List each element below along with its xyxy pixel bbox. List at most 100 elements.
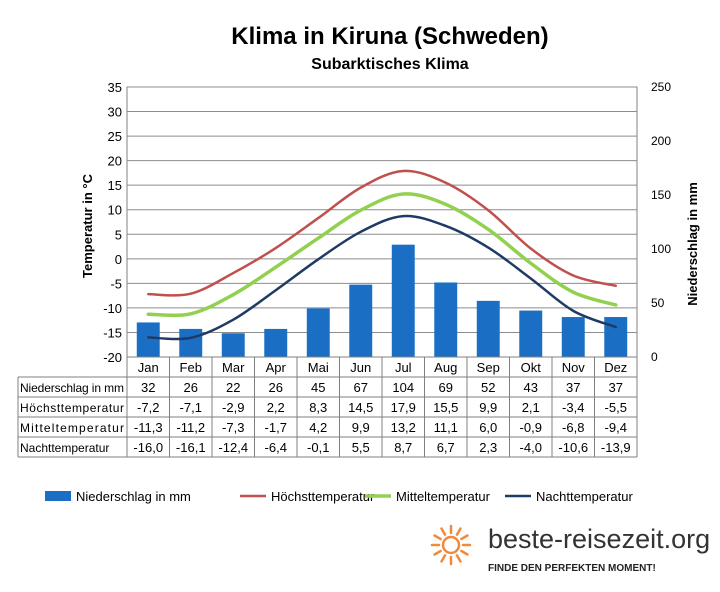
table-cell: 67 [354,380,368,395]
category-label: Mar [222,360,245,375]
table-cell: 26 [184,380,198,395]
table-cell: 2,2 [267,400,285,415]
table-cell: 104 [392,380,414,395]
left-tick-label: 30 [108,105,122,120]
table-cell: -7,3 [222,420,244,435]
category-label: Jun [350,360,371,375]
left-tick-label: 25 [108,129,122,144]
category-label: Jan [138,360,159,375]
table-cell: 69 [439,380,453,395]
table-cell: 15,5 [433,400,458,415]
left-tick-label: 10 [108,203,122,218]
left-tick-label: 0 [115,252,122,267]
bar-mai [306,308,330,357]
left-tick-label: -5 [110,276,122,291]
right-tick-label: 100 [651,242,671,256]
category-label: Apr [266,360,287,375]
legend-label: Mitteltemperatur [396,489,491,504]
bar-aug [434,282,458,357]
category-label: Nov [562,360,586,375]
category-label: Feb [180,360,202,375]
table-cell: -6,4 [265,440,287,455]
bar-nov [561,317,585,357]
table-cell: -5,5 [605,400,627,415]
legend-swatch [45,491,71,501]
table-cell: -7,2 [137,400,159,415]
table-cell: 43 [524,380,538,395]
logo: beste-reisezeit.org FINDE DEN PERFEKTEN … [430,524,710,574]
bar-jul [391,244,415,357]
logo-slogan: FINDE DEN PERFEKTEN MOMENT! [488,563,656,574]
table-cell: 52 [481,380,495,395]
table-cell: 8,7 [394,440,412,455]
table-cell: -0,9 [520,420,542,435]
table-cell: 45 [311,380,325,395]
bar-apr [264,328,288,357]
legend-label: Nachttemperatur [536,489,633,504]
right-tick-label: 150 [651,188,671,202]
table-cell: 22 [226,380,240,395]
bar-feb [179,328,203,357]
table-cell: 6,7 [437,440,455,455]
sun-icon [430,524,472,566]
table-cell: -6,8 [562,420,584,435]
category-label: Jul [395,360,412,375]
table-cell: 37 [609,380,623,395]
category-label: Dez [604,360,627,375]
table-cell: 2,1 [522,400,540,415]
table-row-label: Mitteltemperatur [20,421,124,435]
table-cell: -11,2 [176,420,205,435]
category-label: Mai [308,360,329,375]
table-cell: 5,5 [352,440,370,455]
right-tick-label: 0 [651,350,658,364]
bar-jun [349,284,373,357]
table-cell: -2,9 [222,400,244,415]
left-tick-label: 20 [108,154,122,169]
line-mitteltemperatur [146,192,618,318]
table-cell: 9,9 [479,400,497,415]
bar-jan [136,322,160,357]
category-label: Aug [434,360,457,375]
temperature-lines [146,169,618,341]
table-cell: 8,3 [309,400,327,415]
category-label: Okt [521,360,542,375]
data-table: Jan Feb Mar Apr Mai Jun Jul Aug Sep Okt Nov Dez Nied… [17,356,638,458]
bar-mar [221,333,245,357]
right-axis-label: Niederschlag in mm [685,182,700,306]
table-cell: -9,4 [605,420,627,435]
bar-sep [476,300,500,357]
left-axis-label: Temperatur in °C [80,173,95,278]
legend-label: Höchsttemperatur [271,489,375,504]
table-cell: 9,9 [352,420,370,435]
right-tick-label: 250 [651,80,671,94]
table-cell: -1,7 [265,420,287,435]
bar-dez [604,317,628,357]
table-cell: -0,1 [307,440,329,455]
left-tick-label: 5 [115,227,122,242]
left-tick-label: -10 [103,301,122,316]
legend: Niederschlag in mm Höchsttemperatur Mittel… [45,489,633,504]
precipitation-bars [136,244,628,357]
table-cell: -3,4 [562,400,584,415]
table-cell: -12,4 [218,440,248,455]
right-tick-label: 50 [651,296,665,310]
chart-title: Klima in Kiruna (Schweden) [231,23,548,50]
left-axis-ticks: 35 30 25 20 15 10 5 0 -5 -10 -15 -20 [103,80,122,365]
table-row-label: Niederschlag in mm [20,381,124,395]
right-axis-ticks: 250 200 150 100 50 0 [651,80,671,364]
table-cell: -7,1 [180,400,202,415]
table-cell: 2,3 [479,440,497,455]
legend-label: Niederschlag in mm [76,489,191,504]
table-row-label: Nachttemperatur [20,441,109,455]
line-höchsttemperatur [147,169,617,297]
table-cell: 4,2 [309,420,327,435]
table-cell: -13,9 [601,440,631,455]
table-cell: -11,3 [134,420,163,435]
table-cell: -16,1 [176,440,206,455]
table-cell: 11,1 [434,420,458,435]
right-tick-label: 200 [651,134,671,148]
left-tick-label: -15 [103,325,122,340]
logo-text: beste-reisezeit.org [488,524,710,554]
